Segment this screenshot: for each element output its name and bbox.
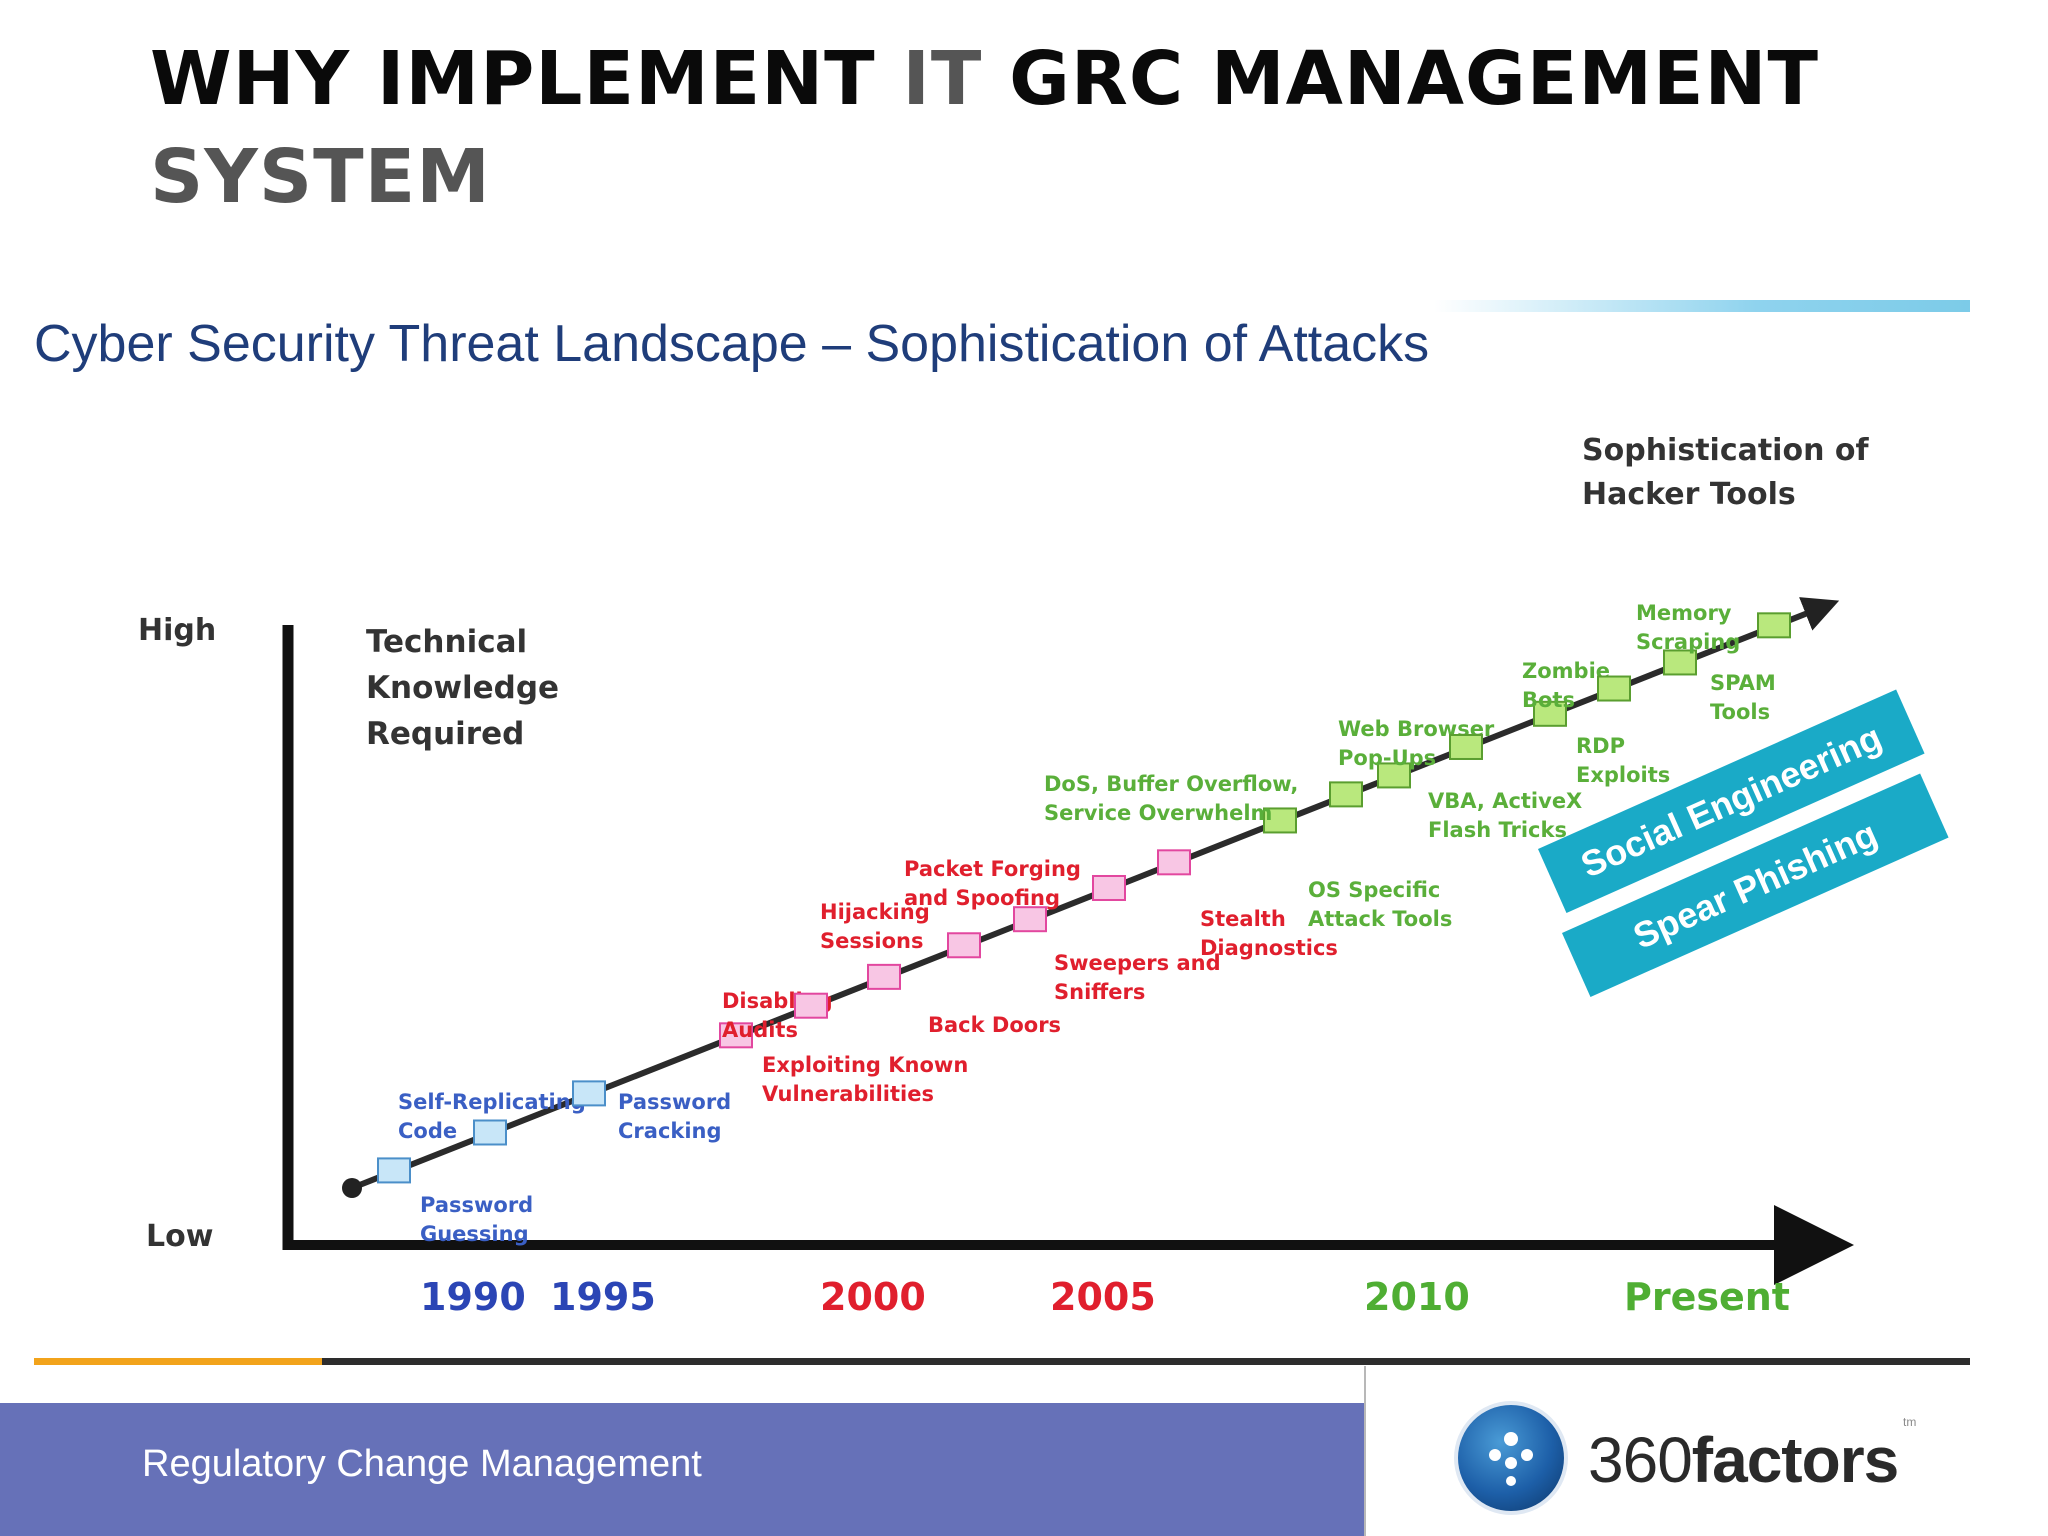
threat-marker-12 <box>1329 781 1363 808</box>
logo-text-360: 360 <box>1588 1424 1693 1496</box>
threat-marker-7 <box>947 932 981 959</box>
footer-band: Regulatory Change Management <box>0 1403 1364 1536</box>
threat-label-3-line-2: Cracking <box>618 1119 722 1143</box>
threat-marker-8 <box>1013 906 1047 933</box>
threat-label-12-line-1: OS Specific <box>1308 878 1440 902</box>
y-axis-high-label: High <box>138 613 216 648</box>
threat-landscape-figure: Cyber Security Threat Landscape – Sophis… <box>34 300 1970 1365</box>
threat-label-8-line-1: Sweepers and <box>1054 951 1221 975</box>
threat-label-10-line-1: Stealth <box>1200 907 1286 931</box>
banner-1-bg <box>1538 689 1925 913</box>
footer-text: Regulatory Change Management <box>142 1443 702 1485</box>
year-label-1990: 1990 <box>420 1275 526 1319</box>
threat-marker-1 <box>377 1157 411 1184</box>
logo-text-factors: factors <box>1691 1424 1899 1496</box>
threat-label-2-line-1: Self-Replicating <box>398 1090 586 1114</box>
threat-label-12-line-2: Attack Tools <box>1308 907 1452 931</box>
logo-dots-icon <box>1458 1405 1564 1511</box>
threat-label-8-line-2: Sniffers <box>1054 980 1145 1004</box>
threat-label-5-line-2: Vulnerabilities <box>762 1082 934 1106</box>
figure-accent-bar <box>1434 300 1970 312</box>
threat-marker-6 <box>867 963 901 990</box>
threat-marker-3 <box>572 1080 606 1107</box>
threat-label-16-line-1: RDP <box>1576 734 1625 758</box>
slide-title: WHY IMPLEMENT IT GRC MANAGEMENT SYSTEM <box>150 30 1950 226</box>
threat-label-15-line-1: Zombie <box>1522 659 1610 683</box>
threat-label-18-line-2: Tools <box>1710 700 1770 724</box>
figure-heading: Cyber Security Threat Landscape – Sophis… <box>34 315 1430 373</box>
threat-label-3-line-1: Password <box>618 1090 731 1114</box>
slide-title-part4: SYSTEM <box>150 134 491 220</box>
threat-label-9-line-2: and Spoofing <box>904 886 1060 910</box>
threat-label-11-line-1: DoS, Buffer Overflow, <box>1044 772 1298 796</box>
logo-trademark: tm <box>1903 1415 1917 1429</box>
threat-marker-9 <box>1092 874 1126 901</box>
threat-marker-18 <box>1757 612 1791 639</box>
threat-label-5-line-1: Exploiting Known <box>762 1053 968 1077</box>
threat-label-15-line-2: Bots <box>1522 688 1575 712</box>
threat-label-10-line-2: Diagnostics <box>1200 936 1338 960</box>
slide-title-it: IT <box>902 36 983 122</box>
trend-start-dot <box>342 1178 362 1198</box>
y-axis-title-line-3: Required <box>366 716 524 752</box>
figure-bottom-line <box>34 1358 1970 1365</box>
year-label-present: Present <box>1624 1275 1790 1319</box>
year-label-1995: 1995 <box>550 1275 656 1319</box>
logo-text: 360factors <box>1588 1423 1899 1497</box>
threat-label-18-line-1: SPAM <box>1710 671 1776 695</box>
threat-label-1-line-1: Password <box>420 1193 533 1217</box>
company-logo: 360factors tm <box>1458 1405 1928 1517</box>
threat-label-7-line-2: Sessions <box>820 929 923 953</box>
threat-label-6-line-1: Back Doors <box>928 1013 1061 1037</box>
threat-label-9-line-1: Packet Forging <box>904 857 1081 881</box>
slide-title-part1: WHY IMPLEMENT <box>150 36 903 122</box>
trend-title-line-1: Sophistication of <box>1582 433 1869 468</box>
threat-marker-10 <box>1157 849 1191 876</box>
threat-label-7-line-1: Hijacking <box>820 900 930 924</box>
threat-marker-5 <box>794 992 828 1019</box>
threat-marker-11 <box>1263 807 1297 834</box>
threat-label-11-line-2: Service Overwhelm <box>1044 801 1272 825</box>
y-axis-low-label: Low <box>146 1219 213 1254</box>
year-label-2010: 2010 <box>1364 1275 1470 1319</box>
threat-marker-17 <box>1663 649 1697 676</box>
trend-title-line-2: Hacker Tools <box>1582 477 1796 512</box>
year-label-2005: 2005 <box>1050 1275 1156 1319</box>
threat-label-2-line-2: Code <box>398 1119 457 1143</box>
y-axis-title-line-2: Knowledge <box>366 670 559 706</box>
threat-label-13-line-2: Pop-Ups <box>1338 746 1436 770</box>
threat-label-17-line-1: Memory <box>1636 601 1732 625</box>
threat-marker-15 <box>1533 700 1567 727</box>
threat-marker-16 <box>1597 675 1631 702</box>
slide-title-part3: GRC MANAGEMENT <box>982 36 1819 122</box>
threat-label-14-line-1: VBA, ActiveX <box>1428 789 1582 813</box>
y-axis-title-line-1: Technical <box>366 624 527 660</box>
threat-label-14-line-2: Flash Tricks <box>1428 818 1567 842</box>
threat-label-4-line-2: Audits <box>722 1018 798 1042</box>
threat-marker-2 <box>473 1119 507 1146</box>
threat-marker-4 <box>719 1022 753 1049</box>
threat-marker-14 <box>1449 733 1483 760</box>
threat-marker-13 <box>1377 762 1411 789</box>
threat-label-16-line-2: Exploits <box>1576 763 1670 787</box>
banner-2-bg <box>1562 773 1949 997</box>
footer-divider <box>1364 1366 1366 1536</box>
threat-label-1-line-2: Guessing <box>420 1222 529 1246</box>
threat-label-17-line-2: Scraping <box>1636 630 1740 654</box>
year-label-2000: 2000 <box>820 1275 926 1319</box>
threat-diagram: High Low Technical Knowledge Required Sophist… <box>138 433 1949 1319</box>
figure-bottom-accent <box>34 1358 322 1365</box>
